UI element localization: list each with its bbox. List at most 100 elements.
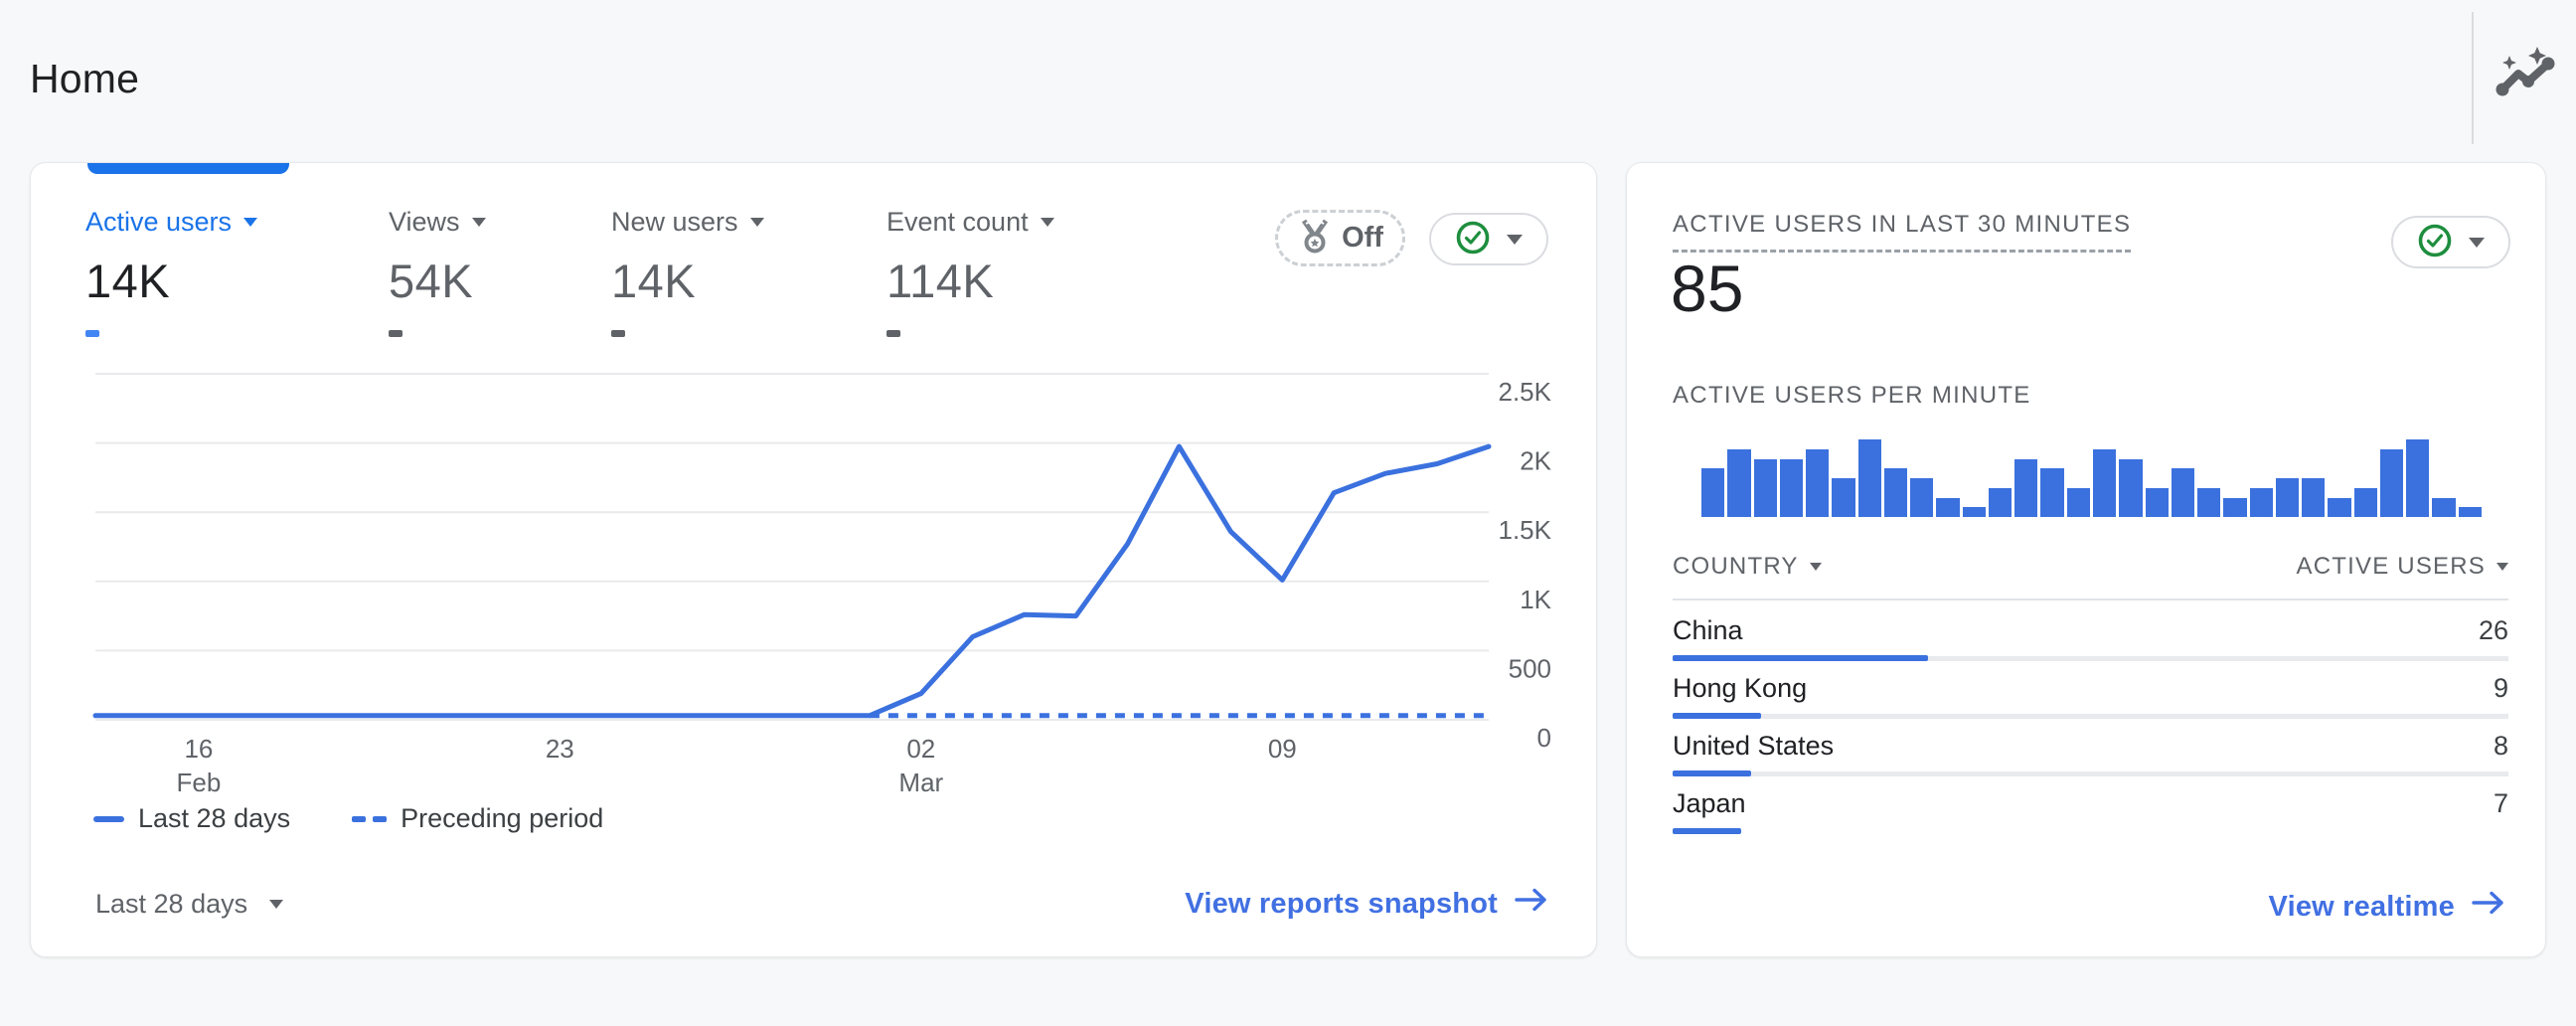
metric-tabs: Active users 14K Views 54K New users 14K Event… <box>31 163 1596 352</box>
y-axis-label: 2K <box>1520 446 1551 476</box>
date-range-dropdown[interactable]: Last 28 days <box>95 889 284 920</box>
arrow-right-icon <box>2471 889 2506 925</box>
row-divider <box>1673 714 2508 719</box>
y-axis-label: 2.5K <box>1499 377 1552 407</box>
chevron-down-icon[interactable] <box>243 218 258 227</box>
insights-button[interactable] <box>2491 44 2562 107</box>
country-name: Hong Kong <box>1673 672 1808 703</box>
x-axis-label: 23 <box>546 734 574 764</box>
country-active-users: 8 <box>2493 730 2508 761</box>
chart-legend: Last 28 days Preceding period <box>93 803 603 834</box>
chevron-down-icon <box>1507 234 1523 245</box>
minute-bar <box>2197 487 2221 517</box>
minute-bar <box>1883 468 1908 517</box>
country-table: China 26 Hong Kong 9 United States 8 Japan 7 <box>1673 606 2508 837</box>
country-row: Japan 7 <box>1673 779 2508 837</box>
y-axis-label: 0 <box>1537 723 1551 753</box>
country-column-header[interactable]: COUNTRY <box>1673 553 1822 581</box>
minute-bar <box>1753 458 1777 517</box>
metric-value: 14K <box>611 255 697 307</box>
minute-bar <box>1806 448 1830 517</box>
chevron-down-icon <box>1809 563 1822 571</box>
active-users-count: 85 <box>1671 252 1744 325</box>
minute-bar <box>1701 468 1725 517</box>
metric-tab-active-users[interactable]: Active users 14K <box>85 207 258 337</box>
active-users-per-minute-chart[interactable] <box>1701 439 2482 517</box>
active-users-trend-chart[interactable]: 2.5K 2K 1.5K 1K 500 0 16 Feb 23 02 Mar 09 <box>31 163 1597 799</box>
metric-tab-new-users[interactable]: New users 14K <box>611 207 764 337</box>
chevron-down-icon[interactable] <box>471 218 486 227</box>
metric-tab-views[interactable]: Views 54K <box>389 207 486 337</box>
minute-bar <box>2379 448 2404 517</box>
metric-delta-dash <box>886 330 900 337</box>
minute-bar <box>2275 478 2300 517</box>
country-active-users: 7 <box>2493 787 2508 818</box>
metric-tab-event-count[interactable]: Event count 114K <box>886 207 1054 337</box>
minute-bar <box>1962 507 1986 517</box>
minute-bar <box>2302 478 2326 517</box>
x-axis-sublabel: Feb <box>176 768 221 797</box>
chevron-down-icon <box>2496 563 2508 571</box>
x-axis-label: 02 <box>906 734 935 764</box>
country-name: Japan <box>1673 787 1746 818</box>
header-divider <box>2472 12 2474 144</box>
country-row: United States 8 <box>1673 722 2508 779</box>
reports-snapshot-card: Active users 14K Views 54K New users 14K Event… <box>30 162 1597 957</box>
country-name: China <box>1673 614 1743 645</box>
legend-label: Preceding period <box>401 803 604 833</box>
minute-bar <box>2328 497 2351 517</box>
metric-label: Views <box>389 207 460 237</box>
view-reports-snapshot-label: View reports snapshot <box>1185 887 1498 920</box>
x-axis-sublabel: Mar <box>898 768 943 797</box>
chevron-down-icon <box>2469 237 2485 248</box>
minute-bar <box>2223 497 2247 517</box>
metric-delta-dash <box>611 330 625 337</box>
x-axis-label: 16 <box>184 734 213 764</box>
minute-bar <box>2353 487 2377 517</box>
active-users-column-header[interactable]: ACTIVE USERS <box>2297 553 2508 581</box>
metric-value: 114K <box>886 255 995 307</box>
minute-bar <box>2249 487 2273 517</box>
minute-bar <box>2458 507 2482 517</box>
minute-bar <box>2145 487 2169 517</box>
view-reports-snapshot-link[interactable]: View reports snapshot <box>1185 886 1549 922</box>
realtime-title: ACTIVE USERS IN LAST 30 MINUTES <box>1673 211 2132 253</box>
metric-delta-dash <box>85 330 99 337</box>
metric-value: 54K <box>389 255 474 307</box>
chevron-down-icon[interactable] <box>749 218 764 227</box>
minute-bar <box>2040 468 2064 517</box>
view-realtime-link[interactable]: View realtime <box>2269 889 2506 925</box>
row-divider <box>1673 771 2508 776</box>
legend-label: Last 28 days <box>138 803 291 833</box>
check-circle-icon <box>1455 220 1491 258</box>
chevron-down-icon[interactable] <box>1040 218 1054 227</box>
minute-bar <box>2171 468 2195 517</box>
per-minute-title: ACTIVE USERS PER MINUTE <box>1673 382 2031 409</box>
dashed-line-swatch <box>352 815 388 822</box>
minute-bar <box>2092 448 2117 517</box>
solid-line-swatch <box>93 815 124 822</box>
country-row: China 26 <box>1673 606 2508 664</box>
legend-item-dashed: Preceding period <box>352 803 603 834</box>
data-quality-button[interactable] <box>1429 213 1548 265</box>
medal-icon <box>1297 219 1333 257</box>
country-value-bar <box>1673 770 1752 776</box>
check-circle-icon <box>2417 223 2453 261</box>
data-quality-button[interactable] <box>2391 216 2510 268</box>
minute-bar <box>1727 448 1751 517</box>
minute-bar <box>2119 458 2143 517</box>
table-divider <box>1673 598 2508 600</box>
country-value-bar <box>1673 655 1929 661</box>
legend-item-solid: Last 28 days <box>93 803 290 834</box>
comparison-off-badge[interactable]: Off <box>1275 210 1405 266</box>
view-realtime-label: View realtime <box>2268 890 2455 923</box>
page-title: Home <box>30 56 140 101</box>
realtime-table-header: COUNTRY ACTIVE USERS <box>1673 553 2508 581</box>
y-axis-label: 500 <box>1509 653 1551 683</box>
metric-value: 14K <box>85 255 171 307</box>
minute-bar <box>2406 439 2430 517</box>
metric-delta-dash <box>389 330 402 337</box>
row-divider <box>1673 656 2508 661</box>
country-active-users: 9 <box>2493 672 2508 703</box>
